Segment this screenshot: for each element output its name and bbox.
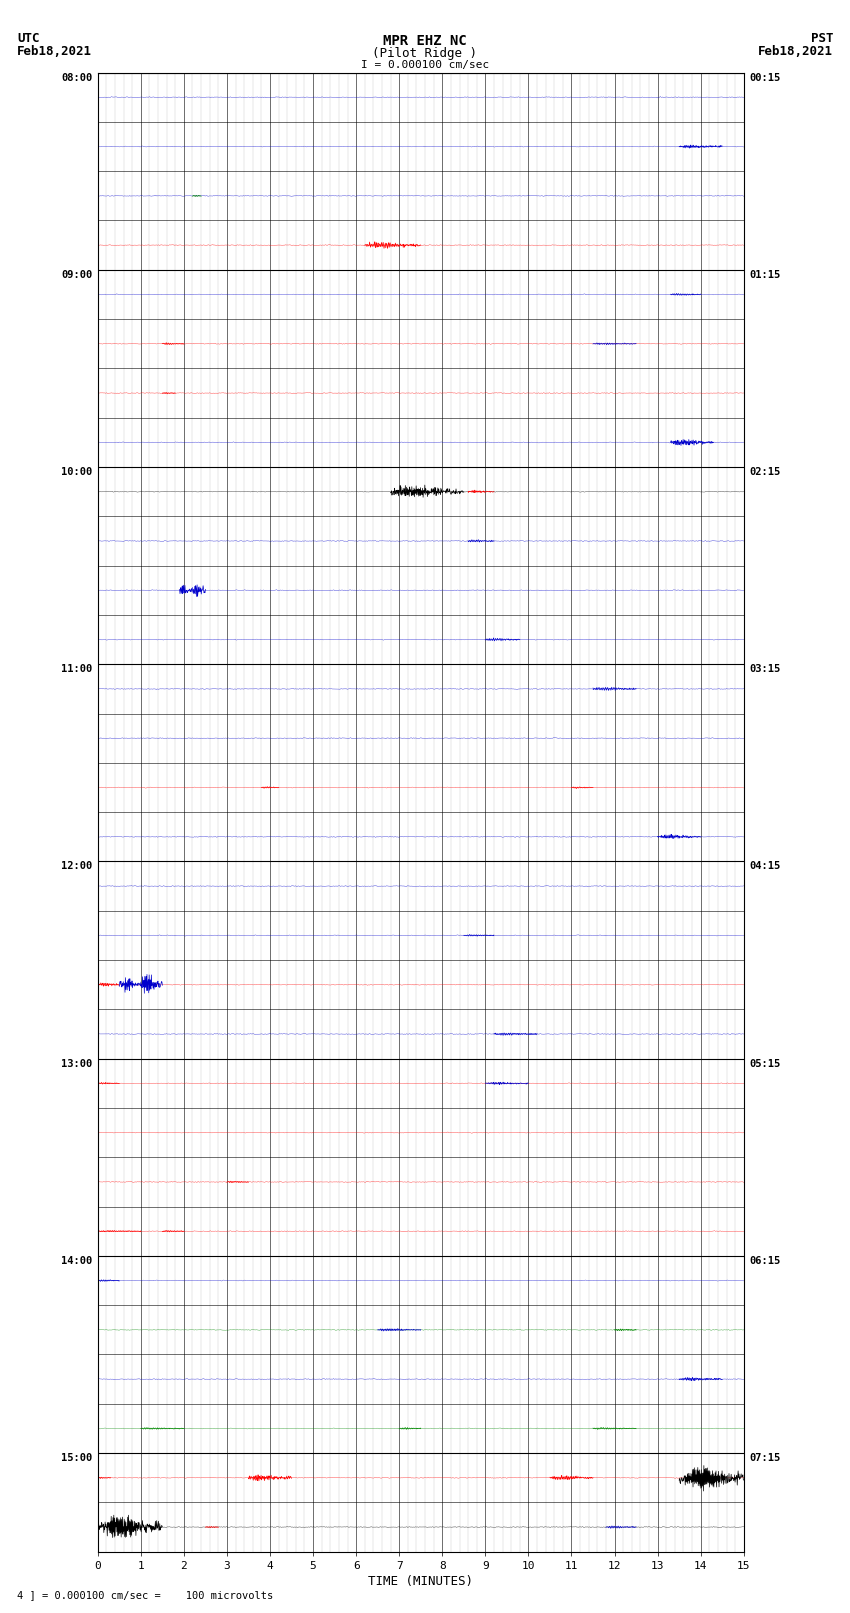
Text: 05:15: 05:15 — [749, 1058, 780, 1069]
Text: 07:15: 07:15 — [749, 1453, 780, 1463]
Text: 14:00: 14:00 — [61, 1257, 93, 1266]
Text: I = 0.000100 cm/sec: I = 0.000100 cm/sec — [361, 60, 489, 71]
Text: 03:15: 03:15 — [749, 665, 780, 674]
Text: 08:00: 08:00 — [61, 73, 93, 82]
Text: 15:00: 15:00 — [61, 1453, 93, 1463]
Text: 06:15: 06:15 — [749, 1257, 780, 1266]
Text: 11:00: 11:00 — [61, 665, 93, 674]
Text: 4 ] = 0.000100 cm/sec =    100 microvolts: 4 ] = 0.000100 cm/sec = 100 microvolts — [17, 1590, 273, 1600]
Text: PST: PST — [811, 32, 833, 45]
Text: UTC: UTC — [17, 32, 39, 45]
Text: 13:00: 13:00 — [61, 1058, 93, 1069]
Text: 10:00: 10:00 — [61, 468, 93, 477]
Text: Feb18,2021: Feb18,2021 — [758, 45, 833, 58]
Text: 12:00: 12:00 — [61, 861, 93, 871]
Text: 04:15: 04:15 — [749, 861, 780, 871]
Text: 01:15: 01:15 — [749, 269, 780, 279]
Text: 09:00: 09:00 — [61, 269, 93, 279]
Text: 00:15: 00:15 — [749, 73, 780, 82]
Text: 02:15: 02:15 — [749, 468, 780, 477]
Text: MPR EHZ NC: MPR EHZ NC — [383, 34, 467, 47]
X-axis label: TIME (MINUTES): TIME (MINUTES) — [368, 1574, 473, 1587]
Text: (Pilot Ridge ): (Pilot Ridge ) — [372, 47, 478, 60]
Text: Feb18,2021: Feb18,2021 — [17, 45, 92, 58]
